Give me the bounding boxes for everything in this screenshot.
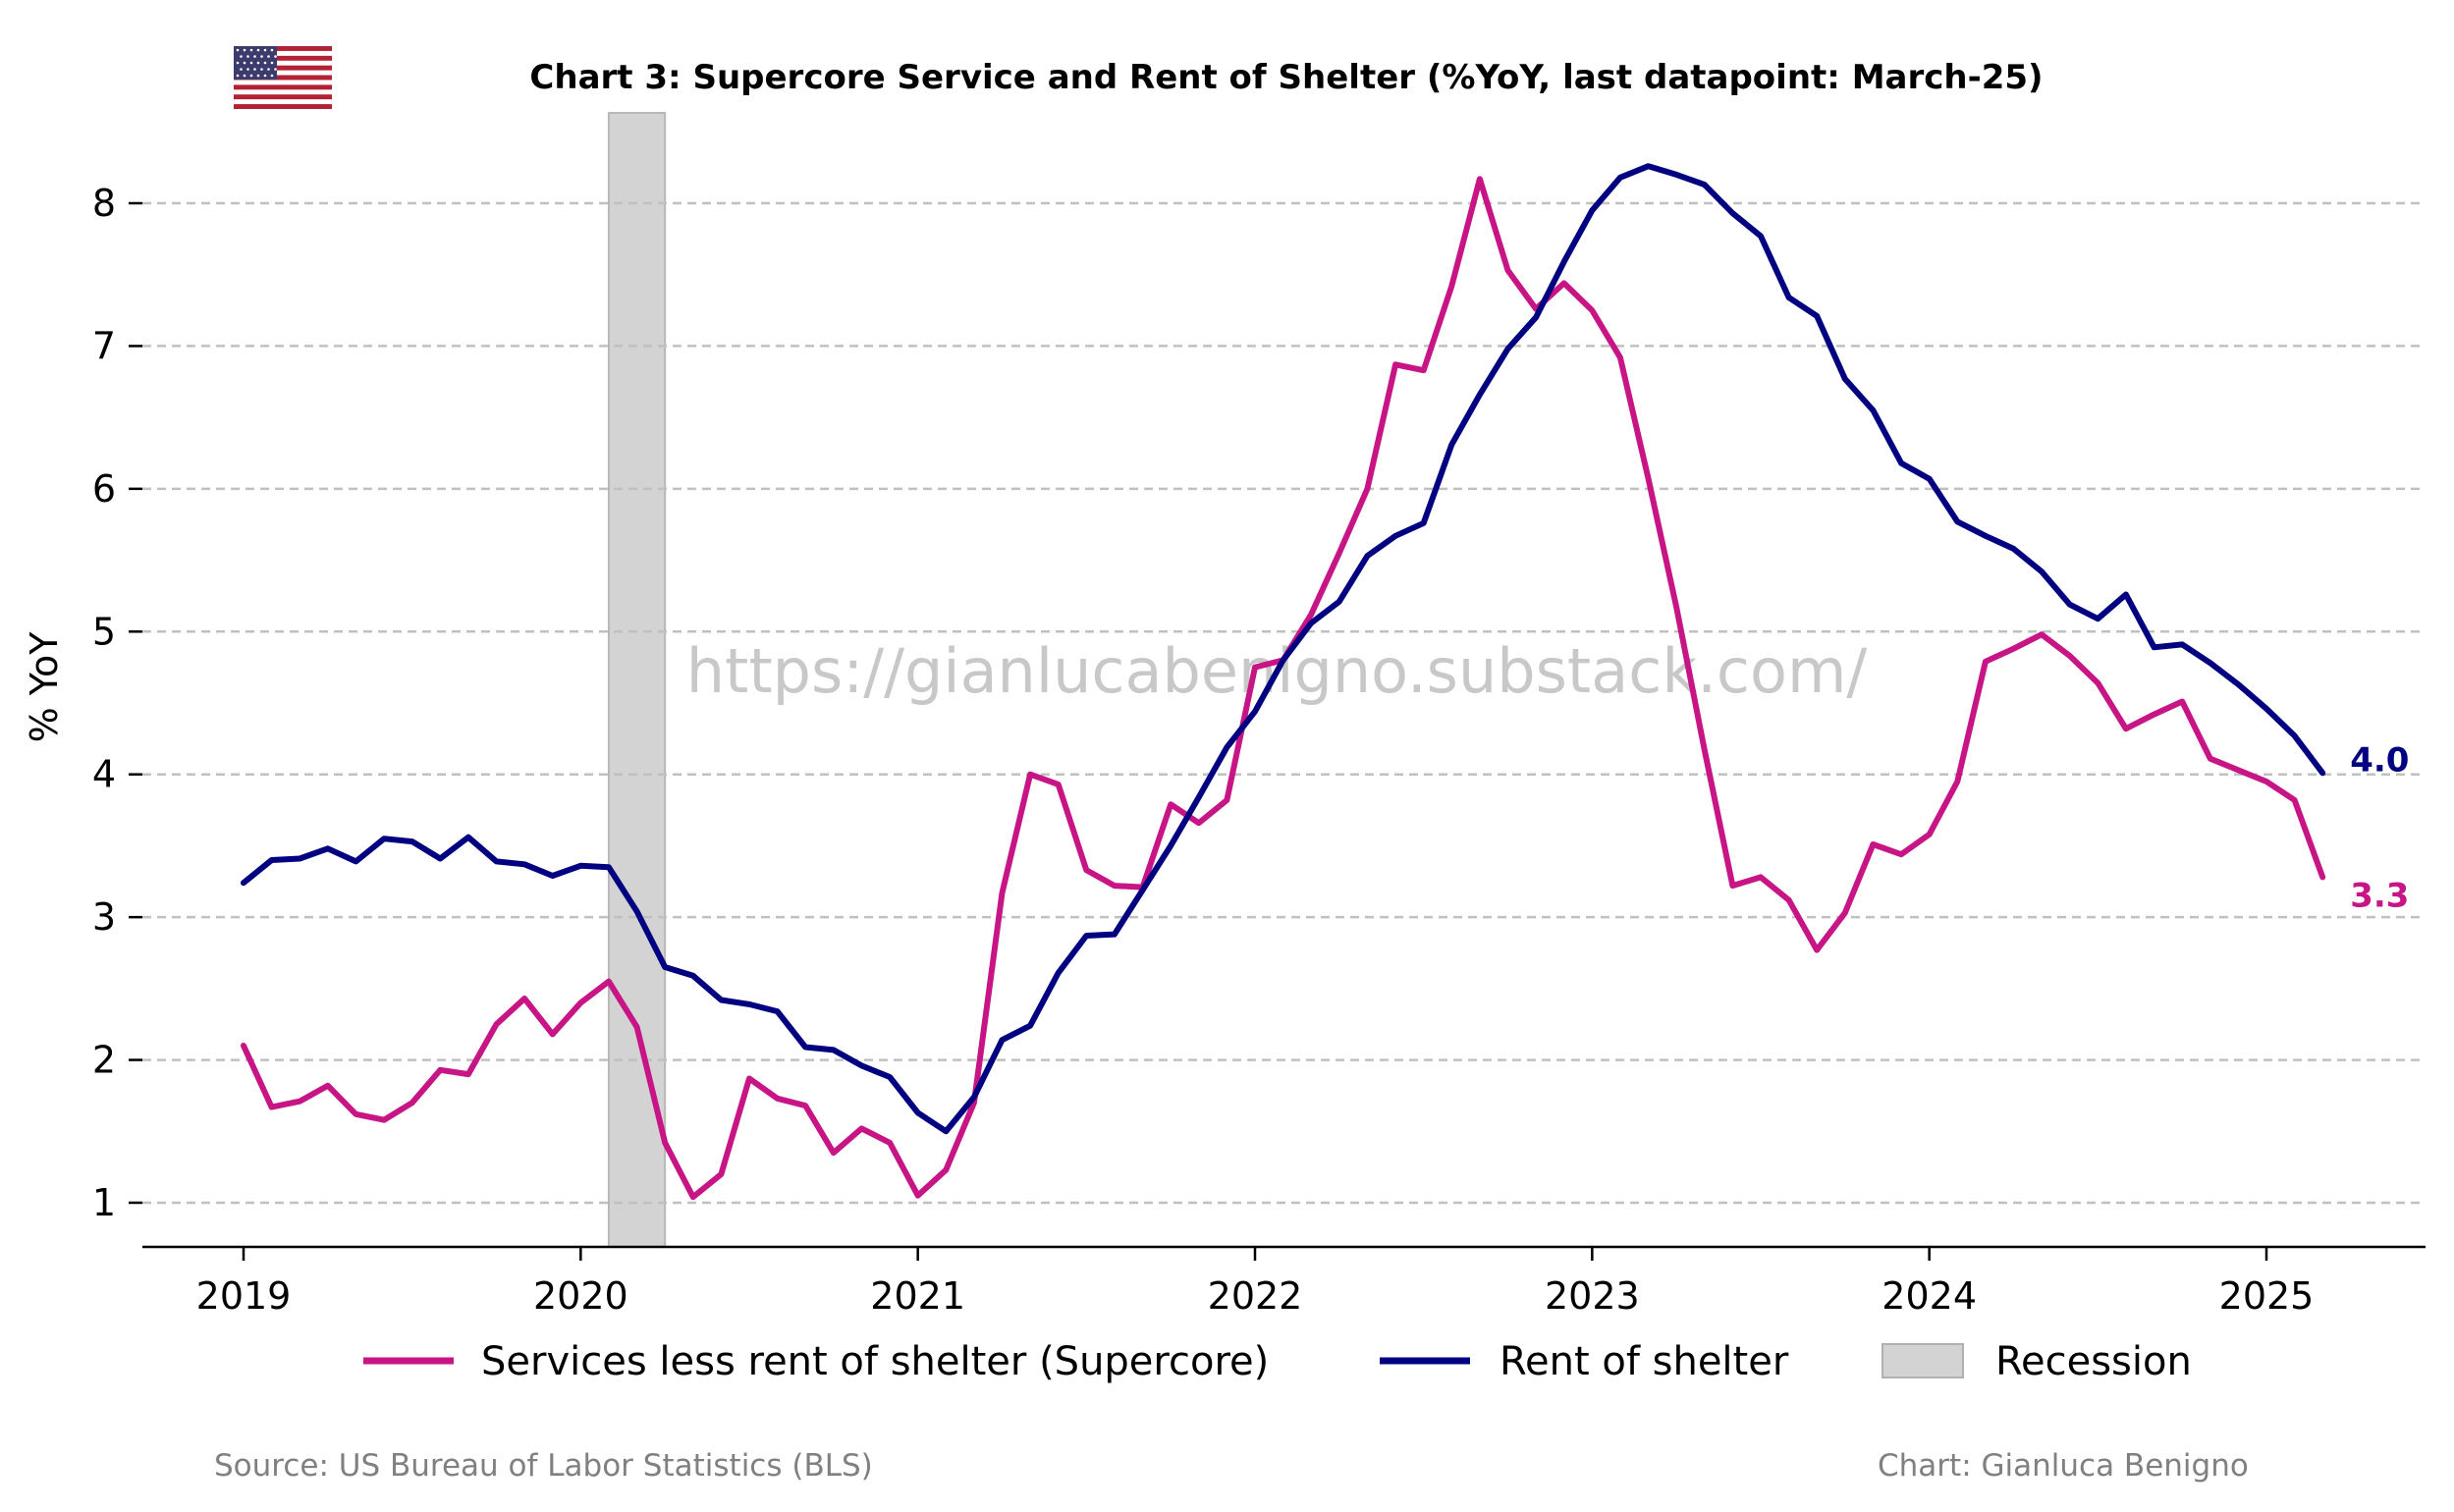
y-tick-label: 1 [92,1181,116,1224]
x-tick-label: 2024 [1881,1274,1977,1318]
credit-text: Chart: Gianluca Benigno [1878,1448,2249,1484]
legend-label-rent-of-shelter: Rent of shelter [1500,1339,1789,1384]
x-tick-label: 2019 [196,1274,292,1318]
y-tick-label: 6 [92,467,116,511]
legend-swatch-recession [1881,1343,1964,1378]
recession-layer [607,112,667,1248]
legend: Services less rent of shelter (Supercore… [363,1339,2192,1384]
x-tick-label: 2025 [2219,1274,2315,1318]
y-axis-label: % YoY [23,631,66,743]
y-tick-label: 2 [92,1039,116,1082]
y-tick-label: 3 [92,895,116,939]
us-flag-icon [234,46,332,109]
source-text: Source: US Bureau of Labor Statistics (B… [214,1448,873,1484]
x-tick-label: 2023 [1545,1274,1640,1318]
x-tick-label: 2022 [1208,1274,1303,1318]
label-layer: 3.3 4.0 [2350,740,2409,915]
end-label-rent-of-shelter: 4.0 [2350,740,2409,780]
recession-band [607,112,667,1248]
y-tick-label: 7 [92,324,116,367]
y-tick-label: 5 [92,610,116,653]
series-layer [241,163,2326,1201]
x-tick-label: 2021 [870,1274,965,1318]
x-tick-label: 2020 [533,1274,628,1318]
chart-title: Chart 3: Supercore Service and Rent of S… [529,58,2043,97]
legend-label-recession: Recession [1995,1339,2192,1384]
grid-layer [142,201,2426,1205]
axis-layer: 1 2 3 4 5 6 7 8 2019 2020 2021 2022 2023 2024 2025 [92,182,2426,1318]
legend-label-supercore: Services less rent of shelter (Supercore… [481,1339,1269,1384]
y-tick-label: 4 [92,753,116,796]
y-tick-label: 8 [92,182,116,225]
end-label-supercore: 3.3 [2350,876,2409,915]
series-line-rent-of-shelter [241,163,2326,1135]
